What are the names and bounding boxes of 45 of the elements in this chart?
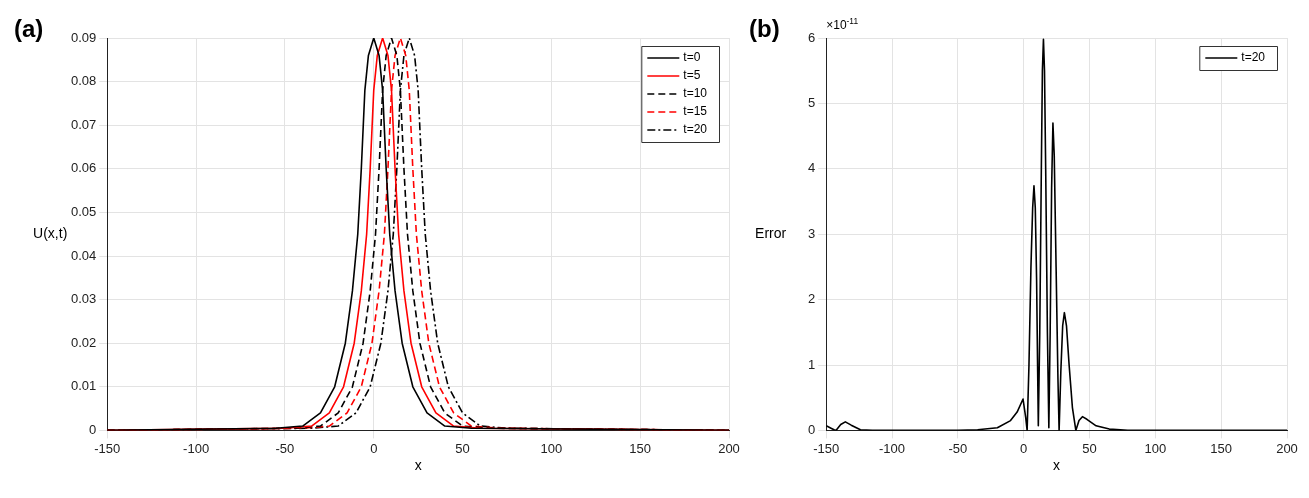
x-tick-label: -50 xyxy=(948,440,968,456)
y-tick-label: 4 xyxy=(808,160,816,176)
x-axis-title: x xyxy=(1053,457,1061,474)
y-tick-label: 0 xyxy=(89,421,97,437)
x-tick-label: 200 xyxy=(718,440,740,456)
legend-label: t=5 xyxy=(683,68,701,83)
legend-label: t=0 xyxy=(683,50,701,65)
x-tick-label: 0 xyxy=(1020,440,1028,456)
x-axis-title: x xyxy=(414,457,422,474)
legend-label: t=20 xyxy=(1241,50,1266,65)
x-tick-label: -100 xyxy=(879,440,906,456)
y-tick-label: 0.05 xyxy=(70,203,97,219)
y-axis-title: U(x,t) xyxy=(33,225,68,242)
y-tick-label: 0.07 xyxy=(70,116,97,132)
y-tick-label: 6 xyxy=(808,29,816,45)
y-axis-title: Error xyxy=(755,225,787,242)
y-tick-label: 2 xyxy=(808,291,816,307)
y-tick-label: 0.08 xyxy=(70,73,97,89)
chart-title: (b) xyxy=(749,14,780,42)
y-tick-label: 0.02 xyxy=(70,334,97,350)
chart-title: (a) xyxy=(14,14,44,42)
x-tick-label: 50 xyxy=(455,440,470,456)
legend-label: t=15 xyxy=(683,104,708,119)
x-tick-label: 0 xyxy=(370,440,378,456)
x-tick-label: 150 xyxy=(629,440,652,456)
x-tick-label: 100 xyxy=(1144,440,1167,456)
x-tick-label: -100 xyxy=(183,440,210,456)
legend-label: t=20 xyxy=(683,122,708,137)
x-tick-label: -150 xyxy=(94,440,121,456)
y-tick-label: 0 xyxy=(808,421,816,437)
x-tick-label: 200 xyxy=(1276,440,1298,456)
y-tick-label: 0.06 xyxy=(70,160,97,176)
y-tick-label: 0.09 xyxy=(70,29,97,45)
x-tick-label: 100 xyxy=(540,440,563,456)
x-tick-label: 50 xyxy=(1082,440,1097,456)
y-tick-label: 0.03 xyxy=(70,291,97,307)
y-tick-label: 5 xyxy=(808,94,816,110)
y-tick-label: 0.04 xyxy=(70,247,97,263)
y-tick-label: 3 xyxy=(808,225,816,241)
legend-label: t=10 xyxy=(683,86,708,101)
x-tick-label: 150 xyxy=(1210,440,1233,456)
x-tick-label: -50 xyxy=(275,440,295,456)
y-tick-label: 1 xyxy=(808,356,816,372)
x-tick-label: -150 xyxy=(813,440,840,456)
y-tick-label: 0.01 xyxy=(70,378,97,394)
